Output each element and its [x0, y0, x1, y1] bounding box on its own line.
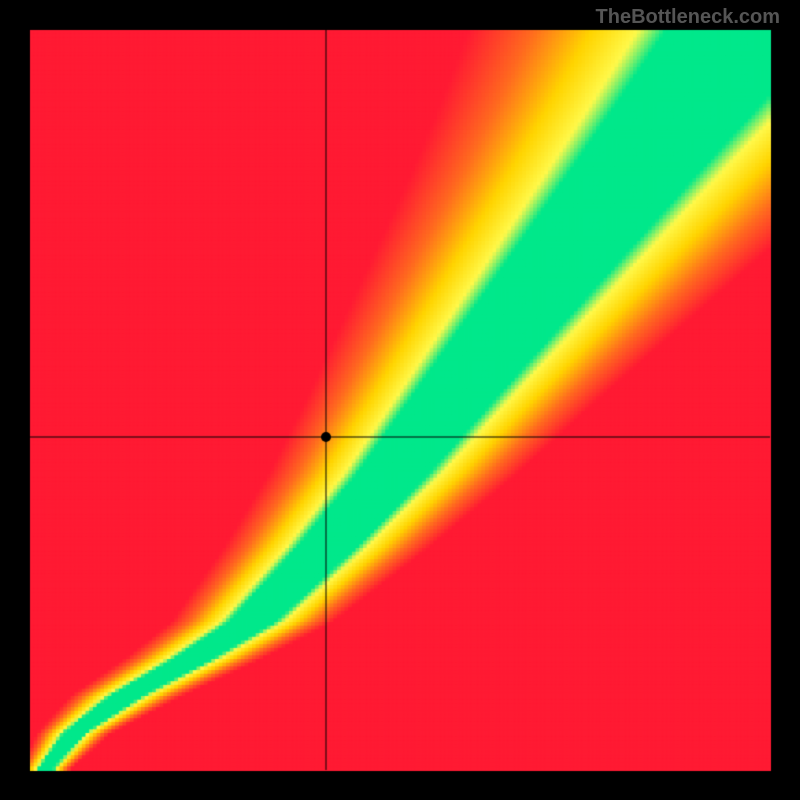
watermark-text: TheBottleneck.com: [596, 6, 780, 29]
chart-container: TheBottleneck.com: [0, 0, 800, 800]
bottleneck-heatmap: [0, 0, 800, 800]
